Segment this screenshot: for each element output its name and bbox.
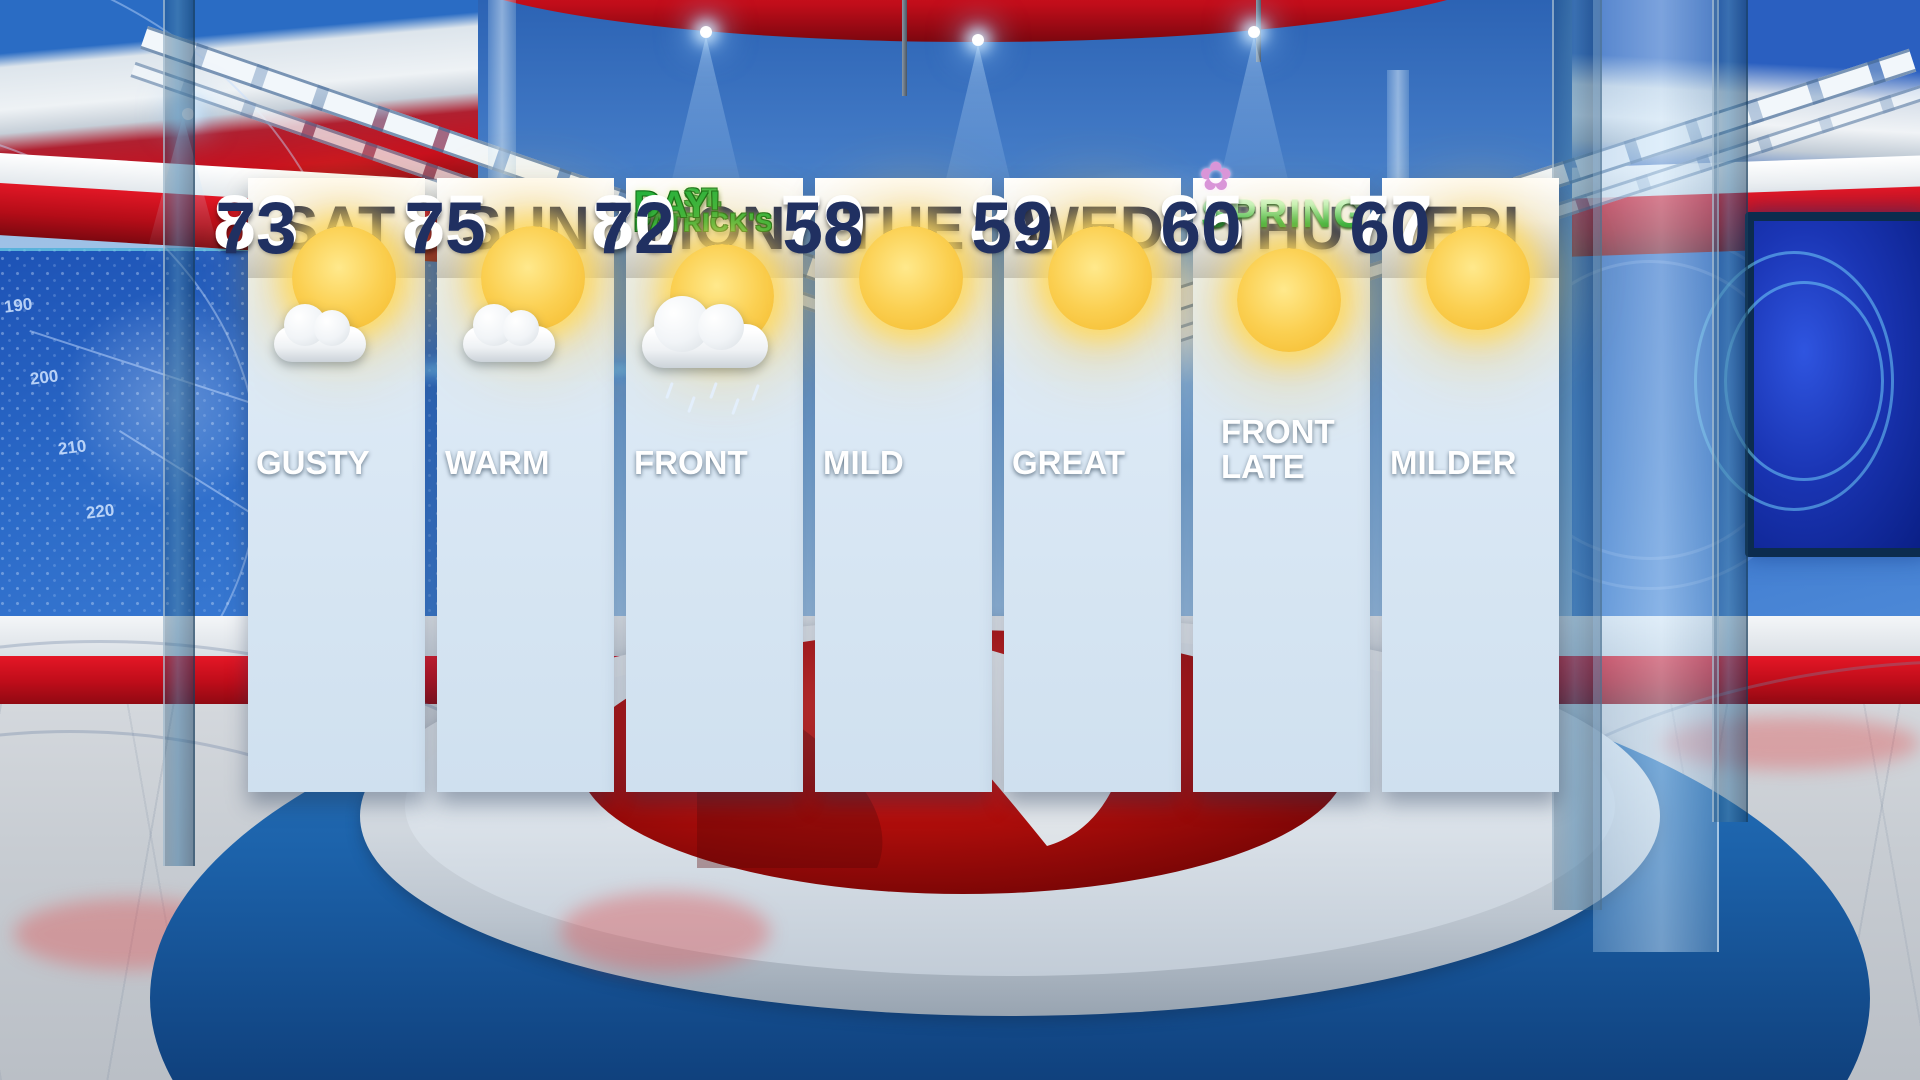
raindrop-icon (731, 397, 740, 416)
raindrop-icon (687, 395, 696, 414)
forecast-column-wed: WED GREAT 82 59 (969, 178, 1181, 792)
flower-icon: ✿ (1199, 155, 1233, 199)
high-temp-value: 85 (1158, 179, 1244, 266)
forecast-column-thu: THU ✿ SPRING FRONT LATE 85 60 (1158, 155, 1370, 792)
condition-label: FRONT LATE (1221, 413, 1335, 485)
sun-icon (1048, 226, 1152, 330)
cloud-icon (274, 304, 366, 362)
forecast-column-mon: MON ST. PATRICK'S DAY! FRONT 80 72 (591, 178, 803, 792)
banner-text: SPRING (1201, 192, 1367, 236)
low-temp-value: 60 (1160, 187, 1242, 269)
low-temp-value: 72 (593, 187, 675, 269)
sun-icon (1237, 248, 1341, 352)
raindrop-icon (709, 381, 718, 400)
high-temp-value: 83 (213, 179, 299, 266)
low-temp-value: 58 (782, 187, 864, 269)
glass-pillar (1712, 0, 1748, 822)
high-temp-value: 80 (591, 179, 677, 266)
sun-icon (859, 226, 963, 330)
map-label: 190 (2, 294, 34, 317)
low-temp-value: 60 (1349, 187, 1431, 269)
glass-pillar (163, 0, 195, 866)
forecast-column-tue: TUE MILD 79 58 (780, 178, 992, 792)
cloud-icon (463, 304, 555, 362)
low-temp-value: 75 (404, 187, 486, 269)
forecast-column-sat: SAT GUSTY 83 73 (213, 178, 425, 792)
low-temp-value: 59 (971, 187, 1053, 269)
platform-red-reflection (560, 892, 770, 972)
rain-cloud-icon (642, 296, 768, 368)
glass-pane (1593, 0, 1719, 952)
high-temp-value: 85 (402, 179, 488, 266)
high-temp-value: 77 (1347, 179, 1433, 266)
ceiling-light (1248, 26, 1260, 38)
high-temp-value: 79 (780, 179, 866, 266)
banner-text: ST. PATRICK'S (634, 184, 774, 237)
monitor-arc-graphic (1724, 281, 1884, 481)
banner-text: DAY! (634, 184, 722, 225)
low-temp-value: 73 (215, 187, 297, 269)
map-label: 210 (56, 436, 88, 459)
sun-icon (1426, 226, 1530, 330)
ceiling-light (972, 34, 984, 46)
forecast-column-fri: FRI MILDER 77 60 (1347, 178, 1559, 792)
raindrop-icon (665, 381, 674, 400)
ceiling-light (700, 26, 712, 38)
forecast-column-sun: SUN WARM 85 75 (402, 178, 614, 792)
studio-monitor (1694, 212, 1920, 557)
ceiling-rod (902, 0, 907, 96)
raindrop-icon (751, 383, 760, 402)
map-label: 220 (84, 500, 116, 523)
high-temp-value: 82 (969, 179, 1055, 266)
map-label: 200 (28, 366, 60, 389)
